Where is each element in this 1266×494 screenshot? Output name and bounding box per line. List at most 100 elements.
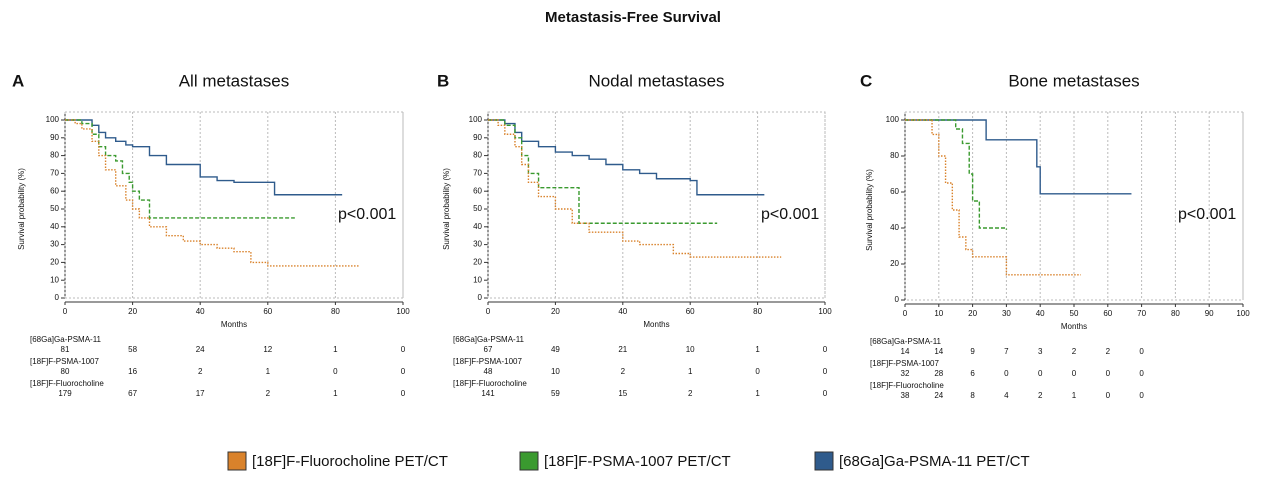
x-tick-label: 80: [1171, 309, 1180, 318]
y-tick-label: 70: [50, 169, 59, 178]
x-tick-label: 100: [396, 307, 410, 316]
p-value: p<0.001: [1178, 206, 1236, 223]
panel-label: C: [860, 71, 872, 90]
at-risk-count: 2: [1072, 347, 1077, 356]
legend-swatch: [814, 451, 834, 471]
y-axis-label: Survival probability (%): [865, 169, 874, 251]
at-risk-count: 80: [61, 367, 70, 376]
at-risk-count: 0: [823, 389, 828, 398]
x-axis-label: Months: [221, 320, 247, 329]
y-axis-label: Survival probability (%): [17, 168, 26, 250]
legend-label: [18F]F-PSMA-1007 PET/CT: [544, 453, 731, 470]
at-risk-count: 2: [1038, 391, 1043, 400]
survival-curve: [65, 119, 360, 267]
y-tick-label: 100: [886, 115, 900, 124]
at-risk-label: [18F]F-Fluorocholine: [453, 379, 527, 388]
at-risk-count: 0: [1139, 391, 1144, 400]
at-risk-count: 0: [1106, 369, 1111, 378]
at-risk-label: [68Ga]Ga-PSMA-11: [870, 337, 942, 346]
x-tick-label: 90: [1205, 309, 1214, 318]
y-tick-label: 40: [890, 223, 899, 232]
at-risk-count: 24: [196, 345, 205, 354]
at-risk-count: 0: [401, 389, 406, 398]
at-risk-count: 1: [333, 345, 338, 354]
at-risk-count: 9: [970, 347, 975, 356]
at-risk-count: 24: [934, 391, 943, 400]
at-risk-count: 2: [198, 367, 203, 376]
x-tick-label: 20: [968, 309, 977, 318]
x-tick-label: 20: [551, 307, 560, 316]
x-tick-label: 70: [1137, 309, 1146, 318]
y-tick-label: 80: [890, 151, 899, 160]
y-tick-label: 70: [473, 169, 482, 178]
y-tick-label: 10: [50, 275, 59, 284]
x-tick-label: 0: [903, 309, 908, 318]
y-axis-label: Survival probability (%): [442, 168, 451, 250]
at-risk-count: 3: [1038, 347, 1043, 356]
y-tick-label: 0: [895, 295, 900, 304]
y-tick-label: 50: [50, 204, 59, 213]
y-tick-label: 100: [46, 115, 60, 124]
at-risk-count: 0: [823, 345, 828, 354]
at-risk-count: 0: [333, 367, 338, 376]
legend-label: [68Ga]Ga-PSMA-11 PET/CT: [839, 453, 1030, 470]
legend-swatch: [519, 451, 539, 471]
at-risk-count: 49: [551, 345, 560, 354]
y-tick-label: 50: [473, 204, 482, 213]
panel: B Nodal metastases01020304050607080901000…: [437, 71, 832, 398]
at-risk-label: [68Ga]Ga-PSMA-11: [453, 335, 525, 344]
x-tick-label: 50: [1070, 309, 1079, 318]
at-risk-count: 0: [401, 367, 406, 376]
at-risk-count: 1: [755, 345, 760, 354]
at-risk-count: 28: [934, 369, 943, 378]
panel-title: Nodal metastases: [588, 71, 724, 90]
y-tick-label: 90: [473, 133, 482, 142]
at-risk-count: 32: [901, 369, 910, 378]
at-risk-count: 0: [1072, 369, 1077, 378]
at-risk-count: 1: [688, 367, 693, 376]
p-value: p<0.001: [338, 206, 396, 223]
at-risk-count: 0: [1004, 369, 1009, 378]
x-tick-label: 0: [486, 307, 491, 316]
at-risk-count: 67: [128, 389, 137, 398]
survival-curve: [488, 119, 765, 196]
at-risk-count: 1: [333, 389, 338, 398]
legend-swatch: [227, 451, 247, 471]
at-risk-count: 38: [901, 391, 910, 400]
survival-curve: [488, 119, 718, 224]
at-risk-count: 0: [401, 345, 406, 354]
at-risk-count: 58: [128, 345, 137, 354]
x-tick-label: 30: [1002, 309, 1011, 318]
at-risk-count: 6: [970, 369, 975, 378]
figure-title: Metastasis-Free Survival: [545, 9, 721, 26]
at-risk-count: 21: [618, 345, 627, 354]
survival-curve: [905, 119, 1081, 276]
y-tick-label: 60: [890, 187, 899, 196]
x-tick-label: 60: [1103, 309, 1112, 318]
at-risk-count: 0: [1106, 391, 1111, 400]
x-tick-label: 0: [63, 307, 68, 316]
y-tick-label: 0: [55, 293, 60, 302]
y-tick-label: 30: [50, 240, 59, 249]
at-risk-label: [18F]F-Fluorocholine: [30, 379, 104, 388]
y-tick-label: 30: [473, 240, 482, 249]
at-risk-count: 17: [196, 389, 205, 398]
at-risk-count: 2: [1106, 347, 1111, 356]
at-risk-label: [18F]F-PSMA-1007: [870, 359, 939, 368]
at-risk-count: 7: [1004, 347, 1009, 356]
at-risk-label: [18F]F-PSMA-1007: [453, 357, 522, 366]
at-risk-count: 1: [1072, 391, 1077, 400]
y-tick-label: 20: [50, 258, 59, 267]
x-axis-label: Months: [1061, 322, 1087, 331]
survival-curve: [65, 119, 343, 196]
y-tick-label: 60: [473, 186, 482, 195]
at-risk-count: 0: [1139, 347, 1144, 356]
plot-frame: [64, 111, 404, 299]
legend-label: [18F]F-Fluorocholine PET/CT: [252, 453, 448, 470]
at-risk-count: 81: [61, 345, 70, 354]
y-tick-label: 40: [473, 222, 482, 231]
panel-title: All metastases: [179, 71, 290, 90]
x-tick-label: 80: [331, 307, 340, 316]
x-tick-label: 40: [618, 307, 627, 316]
